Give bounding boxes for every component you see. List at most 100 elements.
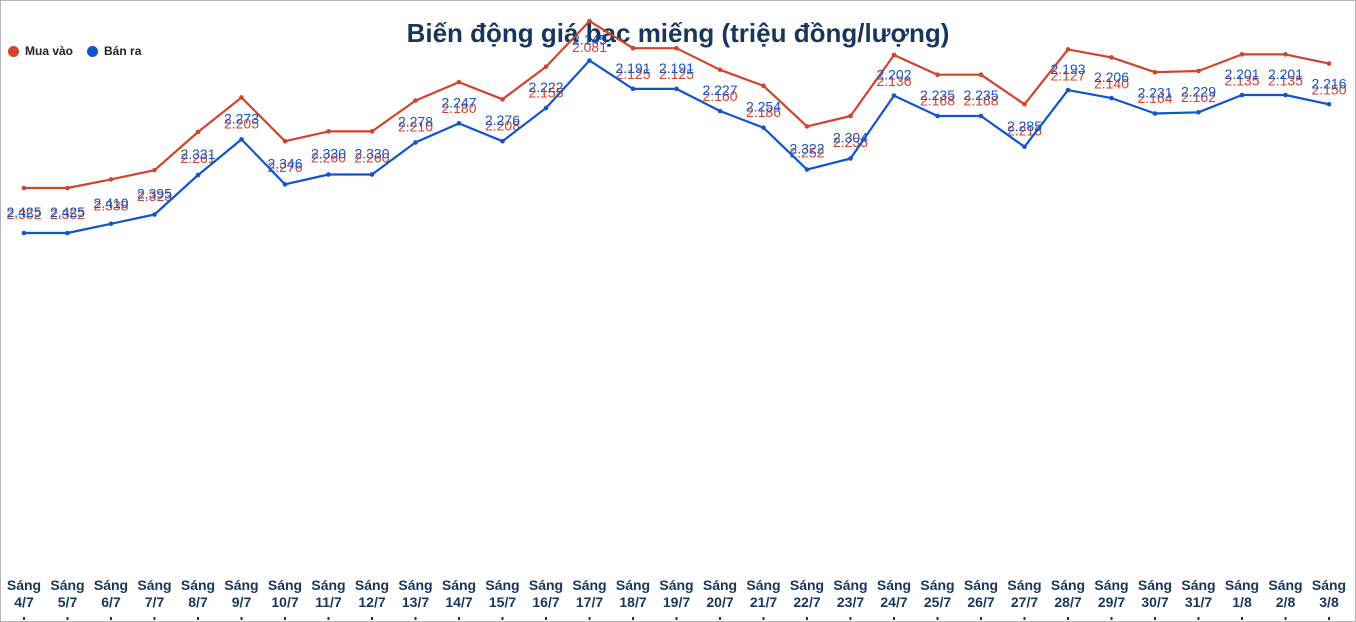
x-tick-mark — [501, 617, 504, 620]
data-label-sell: 2.304 — [833, 129, 868, 145]
x-tick-label: Sáng 15/7 — [485, 577, 519, 610]
data-label-buy: 2.352 — [6, 206, 41, 222]
data-label-sell: 2.222 — [528, 79, 563, 95]
data-label-buy: 2.168 — [920, 93, 955, 109]
data-point-buy — [326, 129, 331, 134]
data-label-sell: 2.227 — [702, 82, 737, 98]
data-label-buy: 2.164 — [1137, 90, 1172, 106]
data-point-buy — [152, 167, 157, 173]
data-point-sell — [152, 212, 157, 217]
x-tick-label: Sáng 3/8 — [1312, 577, 1346, 610]
data-point-buy — [1326, 61, 1332, 66]
data-point-buy — [239, 95, 244, 100]
data-label-buy: 2.180 — [441, 100, 476, 116]
x-tick-label: Sáng 10/7 — [268, 577, 302, 610]
data-point-buy — [674, 45, 679, 51]
data-point-buy — [108, 177, 114, 182]
x-tick-label: Sáng 6/7 — [94, 577, 128, 610]
data-label-buy: 2.162 — [1181, 89, 1216, 105]
data-point-sell — [1109, 95, 1114, 101]
data-point-buy — [1152, 69, 1158, 75]
data-point-buy — [282, 138, 288, 144]
data-point-buy — [500, 97, 505, 102]
x-tick-label: Sáng 25/7 — [920, 577, 954, 610]
legend-label-buy: Mua vào — [25, 44, 74, 58]
data-label-buy: 2.125 — [659, 66, 694, 82]
data-label-sell: 2.206 — [1094, 69, 1129, 85]
x-tick-mark — [719, 617, 721, 620]
data-point-sell — [500, 138, 505, 144]
x-tick-mark — [1067, 617, 1069, 620]
x-tick-label: Sáng 12/7 — [355, 577, 389, 610]
x-tick-mark — [588, 617, 591, 620]
data-label-sell: 2.276 — [485, 112, 520, 128]
x-tick-mark — [414, 617, 417, 620]
x-tick-label: Sáng 26/7 — [964, 577, 998, 610]
data-point-sell — [282, 182, 288, 187]
data-point-sell — [674, 86, 679, 92]
x-tick-label: Sáng 11/7 — [311, 577, 345, 610]
x-tick-mark — [1197, 617, 1200, 620]
data-label-buy: 2.252 — [789, 144, 824, 160]
data-label-sell: 2.410 — [93, 195, 128, 211]
x-tick-mark — [849, 617, 852, 620]
data-label-buy: 2.150 — [1311, 82, 1346, 98]
data-label-sell: 2.425 — [50, 204, 85, 220]
data-point-sell — [21, 230, 27, 236]
x-tick-label: Sáng 21/7 — [746, 577, 780, 610]
data-point-buy — [891, 52, 897, 58]
data-point-buy — [717, 67, 723, 73]
x-tick-mark — [153, 617, 156, 620]
data-label-sell: 2.331 — [180, 146, 215, 162]
data-label-sell: 2.346 — [267, 155, 302, 171]
data-label-sell: 2.254 — [746, 99, 781, 115]
data-point-sell — [804, 167, 810, 172]
data-label-sell: 2.191 — [615, 60, 650, 76]
x-tick-mark — [1023, 617, 1026, 620]
data-point-sell — [369, 172, 375, 177]
x-tick-label: Sáng 29/7 — [1094, 577, 1128, 610]
data-point-buy — [1196, 68, 1201, 74]
data-label-buy: 2.352 — [50, 206, 85, 222]
legend-label-sell: Bán ra — [104, 44, 142, 58]
x-tick-mark — [936, 617, 939, 620]
data-point-sell — [761, 125, 766, 130]
data-label-sell: 2.202 — [876, 67, 911, 83]
data-label-buy: 2.127 — [1050, 67, 1085, 83]
data-label-sell: 2.285 — [1007, 118, 1042, 134]
legend: Mua vào Bán ra — [8, 44, 141, 58]
x-tick-mark — [1241, 617, 1243, 620]
data-label-buy: 2.160 — [702, 88, 737, 104]
data-label-sell: 2.229 — [1181, 83, 1216, 99]
x-tick-label: Sáng 17/7 — [572, 577, 606, 610]
x-tick-label: Sáng 16/7 — [529, 577, 563, 610]
data-point-buy — [456, 79, 462, 85]
data-point-sell — [1022, 144, 1027, 150]
data-point-buy — [21, 185, 27, 191]
data-label-buy: 2.186 — [746, 104, 781, 120]
x-tick-mark — [1154, 617, 1156, 620]
data-label-sell: 2.395 — [137, 186, 172, 202]
x-tick-label: Sáng 7/7 — [137, 577, 171, 610]
x-tick-mark — [545, 617, 547, 620]
chart-title: Biến động giá bạc miếng (triệu đồng/lượn… — [406, 18, 950, 48]
data-point-buy — [195, 129, 201, 135]
data-point-buy — [587, 18, 592, 24]
data-point-sell — [717, 108, 723, 114]
data-label-sell: 2.191 — [659, 60, 694, 76]
data-label-sell: 2.322 — [789, 141, 824, 157]
data-label-buy: 2.261 — [180, 150, 215, 166]
data-point-buy — [978, 72, 984, 77]
data-point-buy — [804, 124, 810, 129]
data-point-sell — [456, 121, 462, 126]
data-point-buy — [935, 72, 940, 77]
data-point-sell — [239, 137, 244, 142]
x-tick-mark — [327, 617, 330, 620]
data-label-sell: 2.145 — [572, 32, 607, 48]
data-label-sell: 2.235 — [963, 87, 998, 103]
x-tick-label: Sáng 28/7 — [1051, 577, 1085, 610]
data-point-sell — [1152, 111, 1158, 116]
x-tick-label: Sáng 19/7 — [659, 577, 693, 610]
x-tick-mark — [806, 617, 808, 620]
data-label-buy: 2.135 — [1268, 72, 1303, 88]
